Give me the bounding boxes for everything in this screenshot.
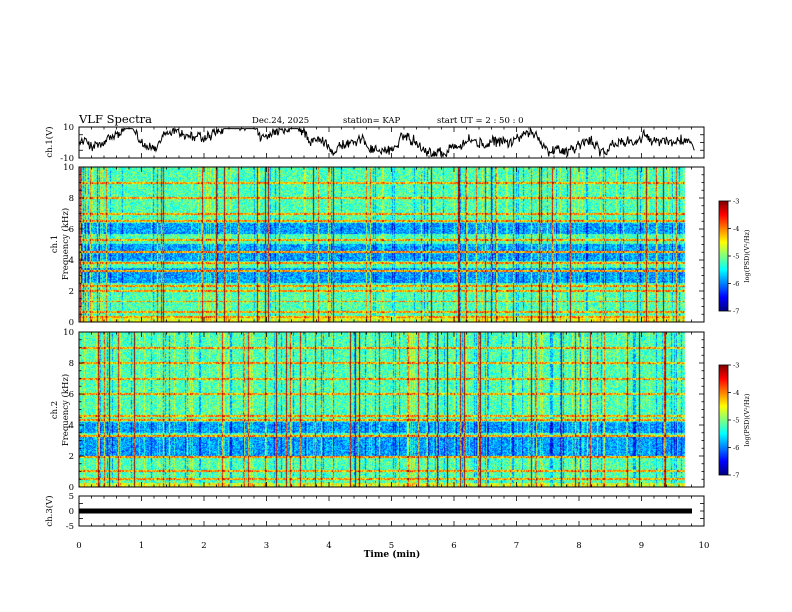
start-time-label: start UT = 2 : 50 : 0 — [437, 116, 524, 126]
ch3-ytick-min: -5 — [66, 522, 74, 532]
time-tick-label: 2 — [201, 541, 206, 551]
ch1-spectrogram-ticks — [78, 166, 705, 323]
ch2-colorbar-tick-label: -3 — [733, 362, 739, 370]
ch1-colorbar: -3 -4 -5 -6 -7 log(PSD)(V²/Hz) — [718, 198, 751, 316]
ch3-ytick-zero: 0 — [69, 507, 74, 517]
ch2-colorbar-tick-label: -4 — [733, 389, 739, 397]
ch1-colorbar-tick-label: -7 — [733, 308, 739, 316]
time-tick-label: 8 — [576, 541, 581, 551]
ch1-spectrogram-ylabel-frequency: Frequency (kHz) — [60, 208, 71, 280]
ch1-waveform-line — [78, 126, 695, 159]
ch2-colorbar-ticks: -3 -4 -5 -6 -7 — [728, 362, 739, 480]
ch1-colorbar-tick-label: -3 — [733, 198, 739, 206]
ch1-waveform-ticks — [78, 126, 705, 159]
figure-title: VLF Spectra — [78, 112, 152, 126]
ch1-spectrogram-ylabel-channel: ch.1 — [50, 235, 60, 253]
ch1-colorbar-tick-label: -5 — [733, 253, 739, 261]
time-tick-labels: 0 1 2 3 4 5 6 7 8 9 10 — [76, 541, 709, 551]
ch1-colorbar-tick-label: -6 — [733, 280, 739, 288]
ch2-spectrogram-ytick-label: 10 — [63, 328, 74, 338]
time-tick-label: 7 — [514, 541, 519, 551]
ch3-ytick-max: 5 — [69, 492, 74, 502]
ch1-spectrogram-image — [79, 167, 694, 322]
ch1-colorbar-ticks: -3 -4 -5 -6 -7 — [728, 198, 739, 316]
date-label: Dec.24, 2025 — [252, 116, 309, 126]
time-tick-label: 4 — [326, 541, 331, 551]
ch1-spectrogram-ytick-label: 6 — [69, 225, 74, 235]
time-tick-label: 5 — [389, 541, 394, 551]
ch2-spectrogram-ylabel-channel: ch.2 — [50, 401, 60, 419]
ch2-colorbar-label: log(PSD)(V²/Hz) — [743, 393, 751, 446]
station-label: station= KAP — [343, 116, 401, 126]
time-tick-label: 0 — [76, 541, 81, 551]
ch1-ytick-max: 10 — [63, 123, 74, 133]
ch2-frequency-tick-labels: 0 2 4 6 8 10 — [63, 328, 74, 493]
time-tick-label: 10 — [699, 541, 710, 551]
ch2-colorbar-tick-label: -7 — [733, 472, 739, 480]
time-tick-label: 9 — [639, 541, 644, 551]
ch1-spectrogram-ytick-label: 8 — [69, 194, 74, 204]
ch2-spectrogram-ytick-label: 4 — [69, 421, 74, 431]
ch2-spectrogram-ylabel-frequency: Frequency (kHz) — [60, 374, 71, 446]
ch2-spectrogram-ytick-label: 6 — [69, 390, 74, 400]
ch2-spectrogram-panel: 0 2 4 6 8 10 ch.2 Frequency (kHz) — [50, 328, 705, 493]
ch2-colorbar-tick-label: -6 — [733, 444, 739, 452]
time-tick-label: 3 — [264, 541, 269, 551]
ch1-colorbar-label: log(PSD)(V²/Hz) — [743, 229, 751, 282]
ch1-ytick-min: -10 — [60, 154, 74, 164]
ch1-spectrogram-ytick-label: 2 — [69, 287, 74, 297]
ch3-waveform-ticks — [78, 495, 705, 527]
ch2-colorbar: -3 -4 -5 -6 -7 log(PSD)(V²/Hz) — [718, 362, 751, 480]
ch1-waveform-ylabel: ch.1(V) — [44, 126, 55, 157]
ch2-spectrogram-image — [79, 332, 694, 487]
ch1-colorbar-gradient — [718, 200, 729, 312]
ch2-colorbar-tick-label: -5 — [733, 417, 739, 425]
ch2-colorbar-gradient — [718, 364, 729, 476]
x-axis-label: Time (min) — [364, 549, 421, 560]
ch1-spectrogram-ytick-label: 4 — [69, 256, 74, 266]
ch2-spectrogram-ytick-label: 2 — [69, 452, 74, 462]
ch1-spectrogram-panel: 0 2 4 6 8 10 ch.1 Frequency (kHz) — [50, 163, 705, 328]
time-tick-label: 1 — [139, 541, 144, 551]
ch1-waveform-panel: 10 -10 ch.1(V) — [44, 123, 705, 164]
ch1-spectrogram-ytick-label: 0 — [69, 318, 74, 328]
ch1-colorbar-tick-label: -4 — [733, 225, 739, 233]
ch1-spectrogram-ytick-label: 10 — [63, 163, 74, 173]
ch2-spectrogram-ytick-label: 8 — [69, 359, 74, 369]
ch3-waveform-panel: 5 0 -5 ch.3(V) — [44, 492, 705, 532]
ch3-waveform-ylabel: ch.3(V) — [44, 495, 55, 526]
time-tick-label: 6 — [451, 541, 456, 551]
ch2-spectrogram-ytick-label: 0 — [69, 483, 74, 493]
ch1-frequency-tick-labels: 0 2 4 6 8 10 — [63, 163, 74, 328]
ch2-spectrogram-ticks — [78, 331, 705, 488]
